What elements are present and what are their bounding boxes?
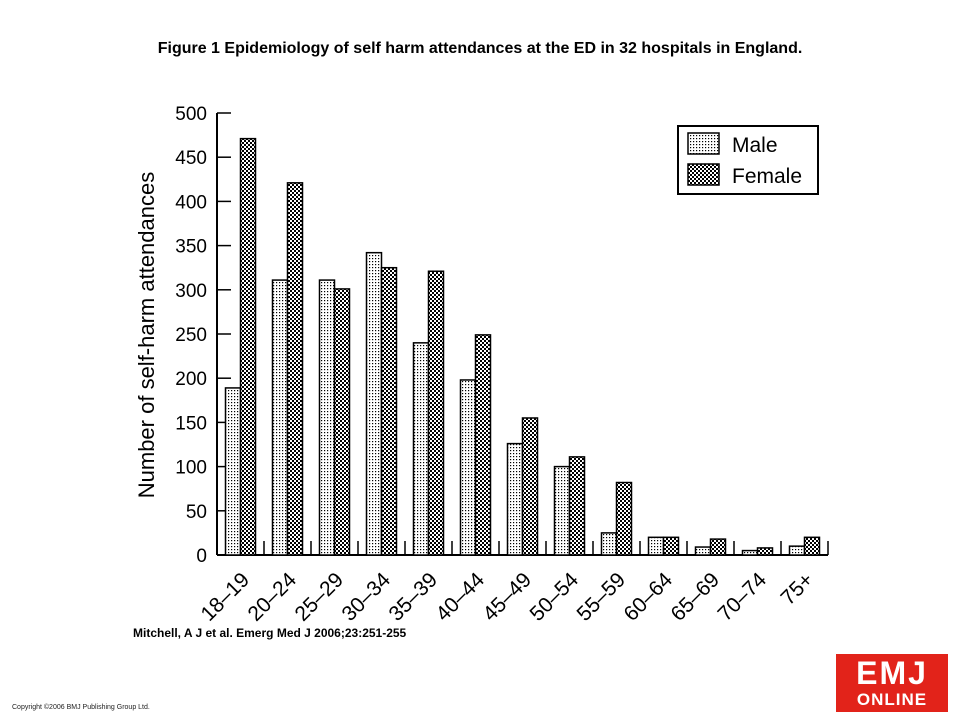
figure-title: Figure 1 Epidemiology of self harm atten… [157,40,803,57]
chart-bars [224,137,821,556]
legend-swatch-male [687,132,720,155]
bar-female-0 [239,137,257,556]
emj-online-logo[interactable]: EMJ ONLINE [836,654,948,712]
bar-male-10 [694,546,712,556]
legend-label-female: Female [732,165,802,188]
x-tick-label: 18–19 [196,568,254,626]
x-tick-label: 70–74 [713,568,771,626]
bar-female-2 [333,288,351,556]
y-tick-label: 100 [175,458,207,479]
bar-male-3 [365,251,383,556]
bar-female-5 [474,334,492,556]
bar-male-12 [788,545,806,556]
y-tick-label: 350 [175,237,207,258]
bar-female-11 [756,547,774,556]
bar-male-2 [318,279,336,556]
y-tick-label: 250 [175,325,207,346]
bar-female-8 [615,481,633,556]
chart-legend: Male Female [677,125,819,195]
legend-swatch-female [687,163,720,186]
x-tick-label: 35–39 [384,568,442,626]
x-tick-label: 25–29 [290,568,348,626]
y-tick-label: 450 [175,148,207,169]
y-tick-label: 400 [175,192,207,213]
bar-male-6 [506,442,524,556]
bar-female-4 [427,270,445,556]
bar-female-9 [662,536,680,556]
logo-online-text: ONLINE [856,690,928,709]
bar-male-9 [647,536,665,556]
bar-female-6 [521,417,539,556]
bar-male-1 [271,279,289,556]
x-tick-label: 50–54 [525,568,583,626]
logo-emj-text: EMJ [856,655,928,691]
y-tick-label: 200 [175,369,207,390]
bar-female-1 [286,182,304,556]
x-tick-label: 45–49 [478,568,536,626]
x-tick-labels: 18–1920–2425–2930–3435–3940–4445–4950–54… [196,568,818,626]
x-tick-label: 30–34 [337,568,395,626]
bar-male-0 [224,387,242,556]
y-tick-labels: 0 50 100 150 200 250 300 350 400 450 500 [175,104,207,567]
bar-female-12 [803,536,821,556]
x-tick-label: 75+ [777,568,818,609]
y-axis-label: Number of self-harm attendances [134,172,159,499]
bar-female-10 [709,538,727,556]
bar-female-3 [380,266,398,556]
bar-male-7 [553,465,571,556]
legend-label-male: Male [732,134,778,157]
y-tick-label: 150 [175,413,207,434]
x-tick-label: 55–59 [572,568,630,626]
x-tick-label: 20–24 [243,568,301,626]
y-tick-label: 300 [175,281,207,302]
copyright-notice: Copyright ©2006 BMJ Publishing Group Ltd… [12,704,150,711]
y-tick-label: 0 [196,546,207,567]
x-tick-label: 60–64 [619,568,677,626]
bar-female-7 [568,456,586,556]
citation: Mitchell, A J et al. Emerg Med J 2006;23… [133,626,407,640]
x-tick-label: 40–44 [431,568,489,626]
bar-male-4 [412,342,430,556]
bar-male-11 [741,549,759,556]
bar-male-5 [459,379,477,556]
y-tick-label: 50 [186,502,207,523]
y-tick-label: 500 [175,104,207,125]
x-tick-label: 65–69 [666,568,724,626]
bar-male-8 [600,532,618,556]
